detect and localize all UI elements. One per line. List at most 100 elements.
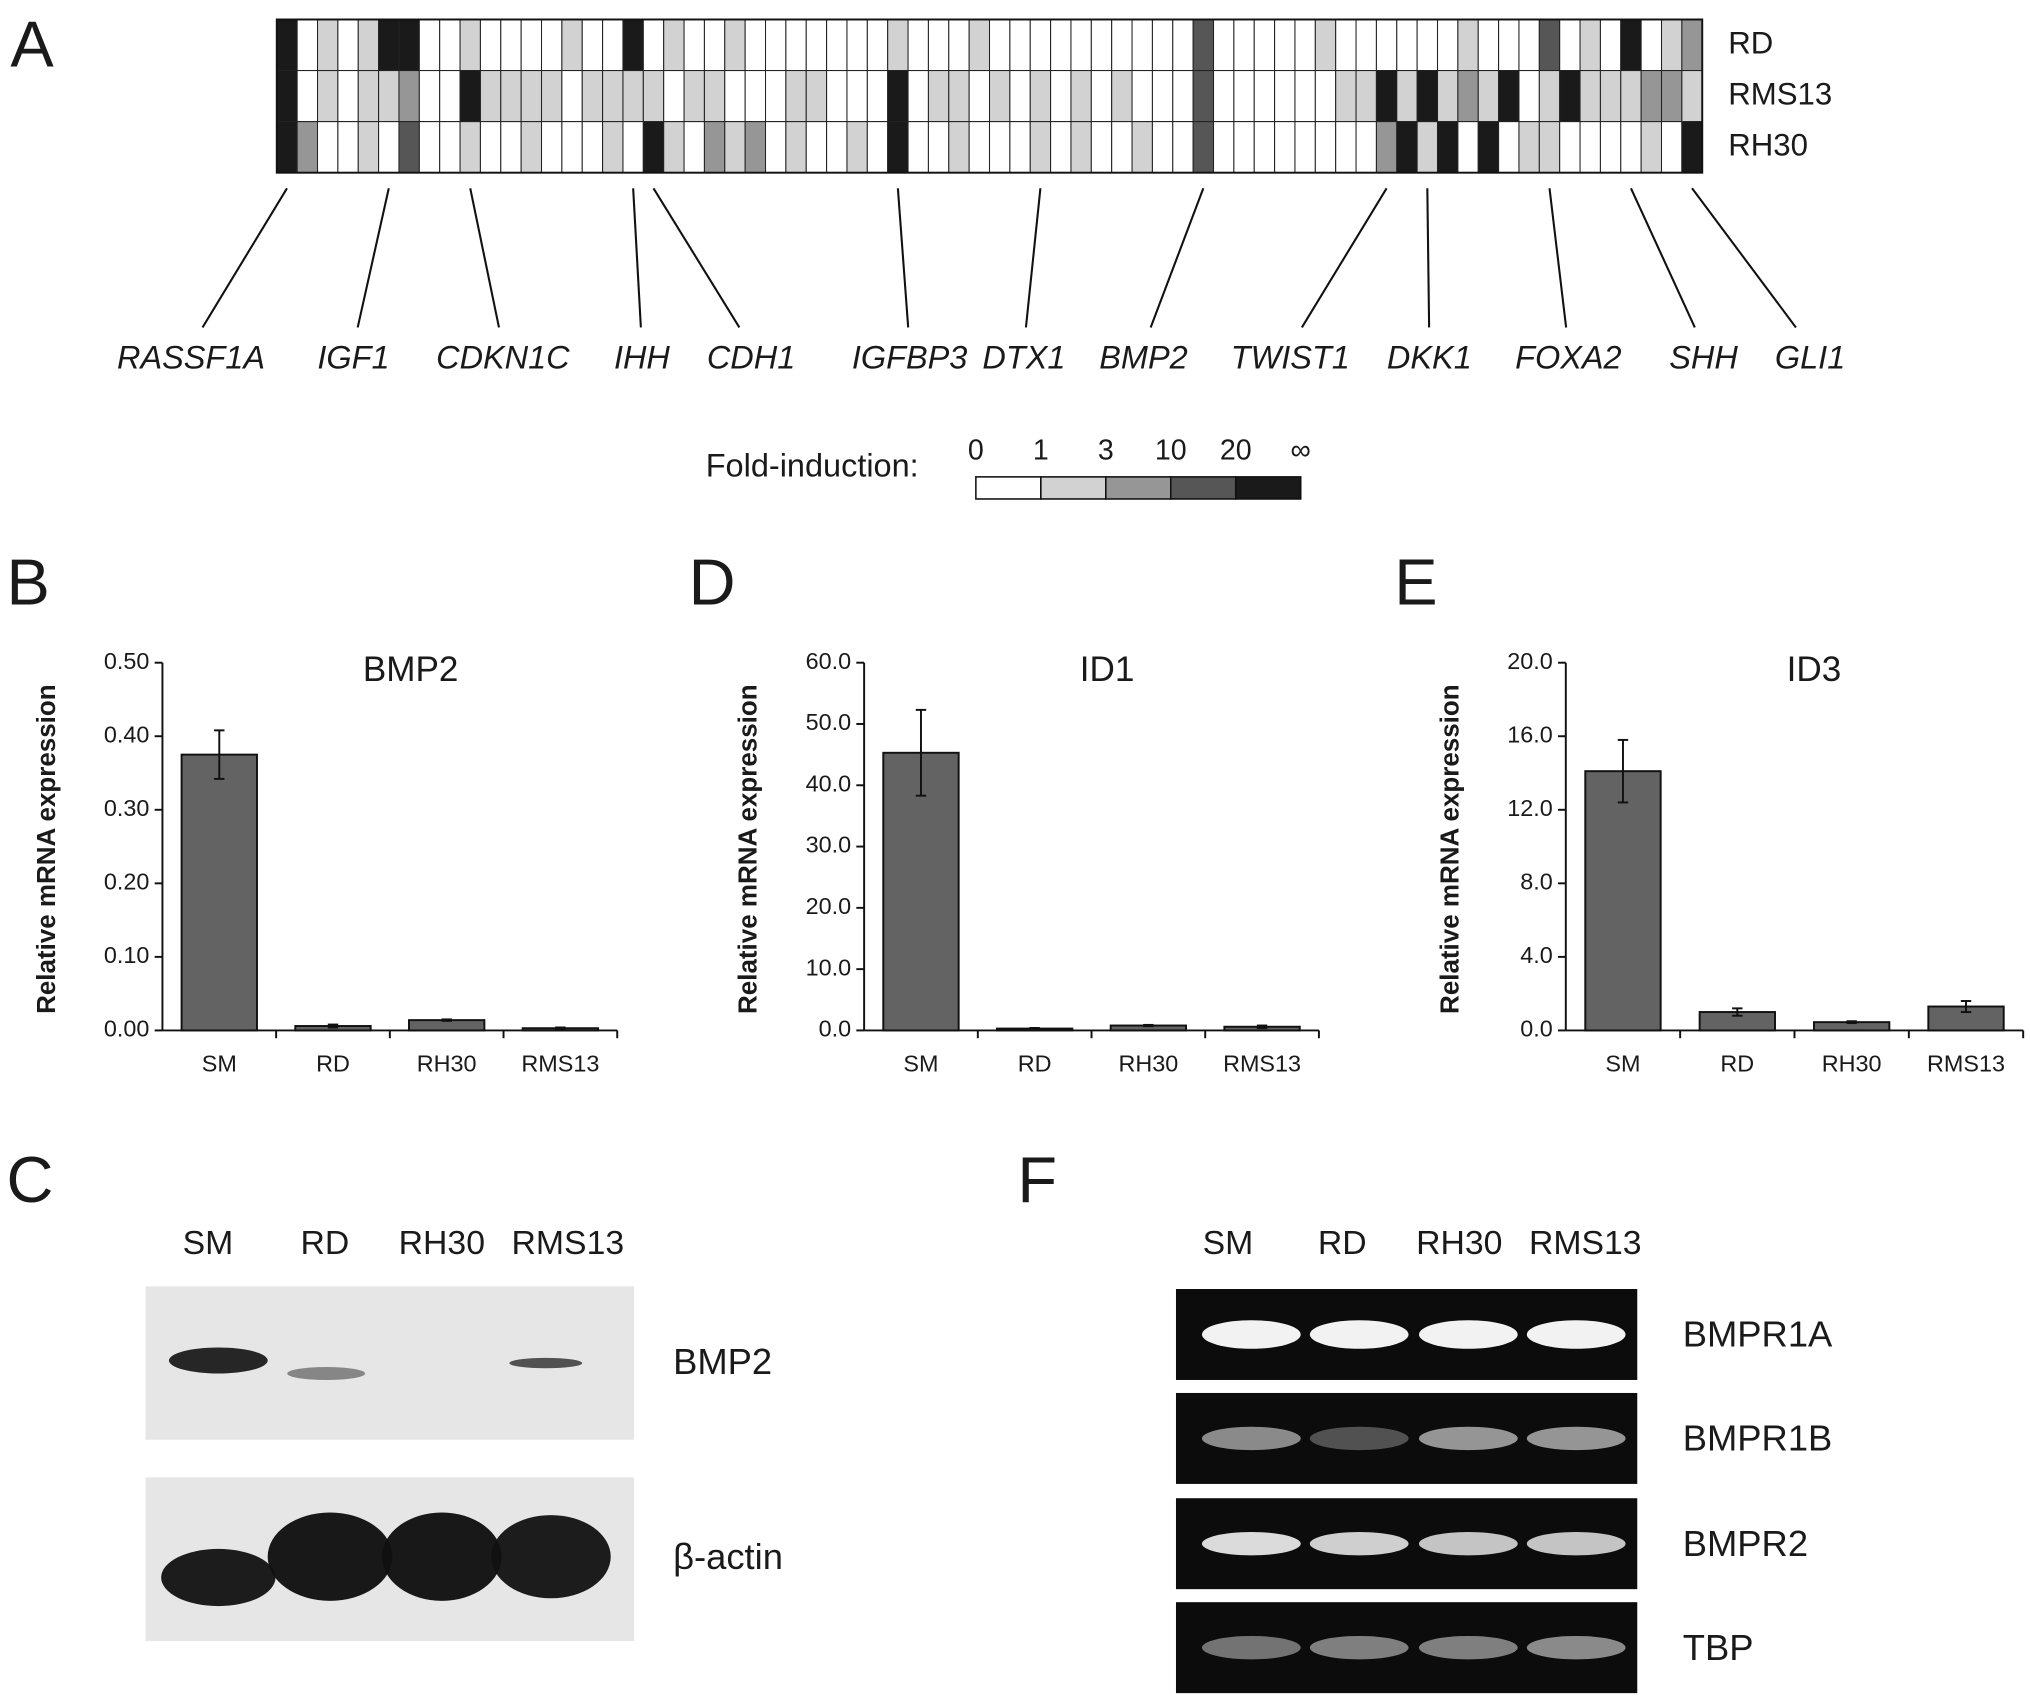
heatmap-cell — [1559, 70, 1581, 123]
legend-tick-label: 0 — [968, 435, 984, 467]
heatmap-cell — [1640, 121, 1663, 174]
heatmap-cell — [703, 70, 726, 123]
heatmap-cell — [1029, 18, 1052, 72]
heatmap-cell — [1029, 70, 1052, 123]
heatmap-cell — [1009, 18, 1031, 72]
gene-label: GLI1 — [1775, 340, 1845, 376]
panel-label: C — [7, 1143, 54, 1216]
heatmap-cell — [1009, 70, 1031, 123]
bar — [180, 753, 258, 1032]
heatmap-cell — [744, 121, 767, 174]
blot-band — [382, 1512, 502, 1601]
heatmap-cell — [1457, 121, 1479, 174]
heatmap-cell — [622, 70, 644, 123]
heatmap-cell — [398, 121, 420, 174]
heatmap-cell — [1009, 121, 1031, 174]
heatmap-cell — [1436, 18, 1459, 72]
heatmap-cell — [1192, 121, 1215, 174]
blot-row-label: BMP2 — [673, 1341, 772, 1382]
gene-connector — [652, 187, 741, 328]
blot-band — [168, 1347, 268, 1374]
x-tick-label: SM — [1605, 1051, 1640, 1077]
chart-title: ID3 — [1787, 650, 1842, 689]
heatmap-cell — [276, 18, 298, 72]
heatmap-cell — [642, 18, 665, 72]
heatmap-border — [275, 18, 1704, 174]
heatmap-cell — [1375, 70, 1398, 123]
heatmap-cell — [826, 121, 848, 174]
gel-band — [1309, 1426, 1409, 1451]
heatmap-cell — [1538, 70, 1561, 123]
heatmap-cell — [602, 18, 624, 72]
heatmap-cell — [1559, 121, 1581, 174]
heatmap-cell — [887, 121, 909, 174]
heatmap-cell — [1660, 121, 1683, 174]
heatmap-cell — [1579, 121, 1601, 174]
y-tick-label: 30.0 — [806, 832, 852, 858]
heatmap-cell — [622, 18, 644, 72]
heatmap-cell — [1681, 18, 1703, 72]
gel-row-label: BMPR2 — [1683, 1523, 1808, 1564]
y-tick-label: 16.0 — [1507, 721, 1553, 747]
heatmap-cell — [1111, 121, 1133, 174]
legend-tick-label: 10 — [1155, 435, 1187, 467]
heatmap-cell — [1090, 70, 1113, 123]
y-axis-label: Relative mRNA expression — [733, 684, 763, 1014]
heatmap-cell — [785, 70, 807, 123]
heatmap-cell — [357, 121, 380, 174]
gene-label: IHH — [614, 340, 670, 376]
heatmap-cell — [1620, 70, 1642, 123]
heatmap-cell — [622, 121, 644, 174]
error-bar — [1617, 738, 1629, 804]
gene-label: TWIST1 — [1231, 340, 1350, 376]
heatmap-cell — [1396, 18, 1418, 72]
gel-band — [1526, 1320, 1626, 1349]
heatmap-cell — [581, 18, 604, 72]
heatmap-cell — [520, 70, 543, 123]
y-tick-label: 0.20 — [104, 869, 150, 895]
heatmap-cell — [1212, 18, 1235, 72]
heatmap-cell — [724, 70, 746, 123]
gel-band — [1418, 1320, 1518, 1349]
x-tick-label: SM — [903, 1051, 938, 1077]
heatmap-cell — [1416, 121, 1439, 174]
gel-band — [1201, 1320, 1301, 1349]
heatmap-cell — [581, 70, 604, 123]
heatmap-cell — [1274, 121, 1296, 174]
gel-band — [1526, 1531, 1626, 1556]
y-tick-label: 0.40 — [104, 721, 150, 747]
row-label: RH30 — [1728, 127, 1808, 162]
heatmap-cell — [1355, 70, 1377, 123]
legend-swatch — [1105, 476, 1172, 500]
heatmap-cell — [866, 121, 889, 174]
heatmap-cell — [1314, 18, 1337, 72]
heatmap-cell — [887, 18, 909, 72]
error-bar — [1256, 1024, 1268, 1029]
heatmap-cell — [1253, 121, 1276, 174]
heatmap-cell — [1131, 18, 1153, 72]
heatmap-cell — [1050, 70, 1072, 123]
heatmap-cell — [1416, 18, 1439, 72]
heatmap-cell — [663, 70, 685, 123]
gene-connector — [896, 188, 910, 328]
heatmap-cell — [1070, 121, 1092, 174]
heatmap-cell — [540, 70, 563, 123]
y-tick-label: 0.0 — [1520, 1016, 1553, 1042]
heatmap-cell — [296, 18, 319, 72]
heatmap-cell — [479, 70, 502, 123]
heatmap-cell — [378, 70, 400, 123]
heatmap-cell — [1151, 121, 1174, 174]
gel-row-label: TBP — [1683, 1627, 1754, 1668]
heatmap-cell — [988, 70, 1011, 123]
row-label: RMS13 — [1728, 76, 1832, 111]
heatmap-cell — [1681, 70, 1703, 123]
heatmap-cell — [276, 70, 298, 123]
gel-band — [1309, 1531, 1409, 1556]
heatmap-cell — [805, 121, 828, 174]
heatmap-cell — [642, 121, 665, 174]
heatmap-cell — [1335, 18, 1357, 72]
heatmap-cell — [1172, 121, 1194, 174]
heatmap-cell — [540, 18, 563, 72]
gel-row-label: BMPR1B — [1683, 1418, 1833, 1459]
heatmap-cell — [683, 18, 705, 72]
